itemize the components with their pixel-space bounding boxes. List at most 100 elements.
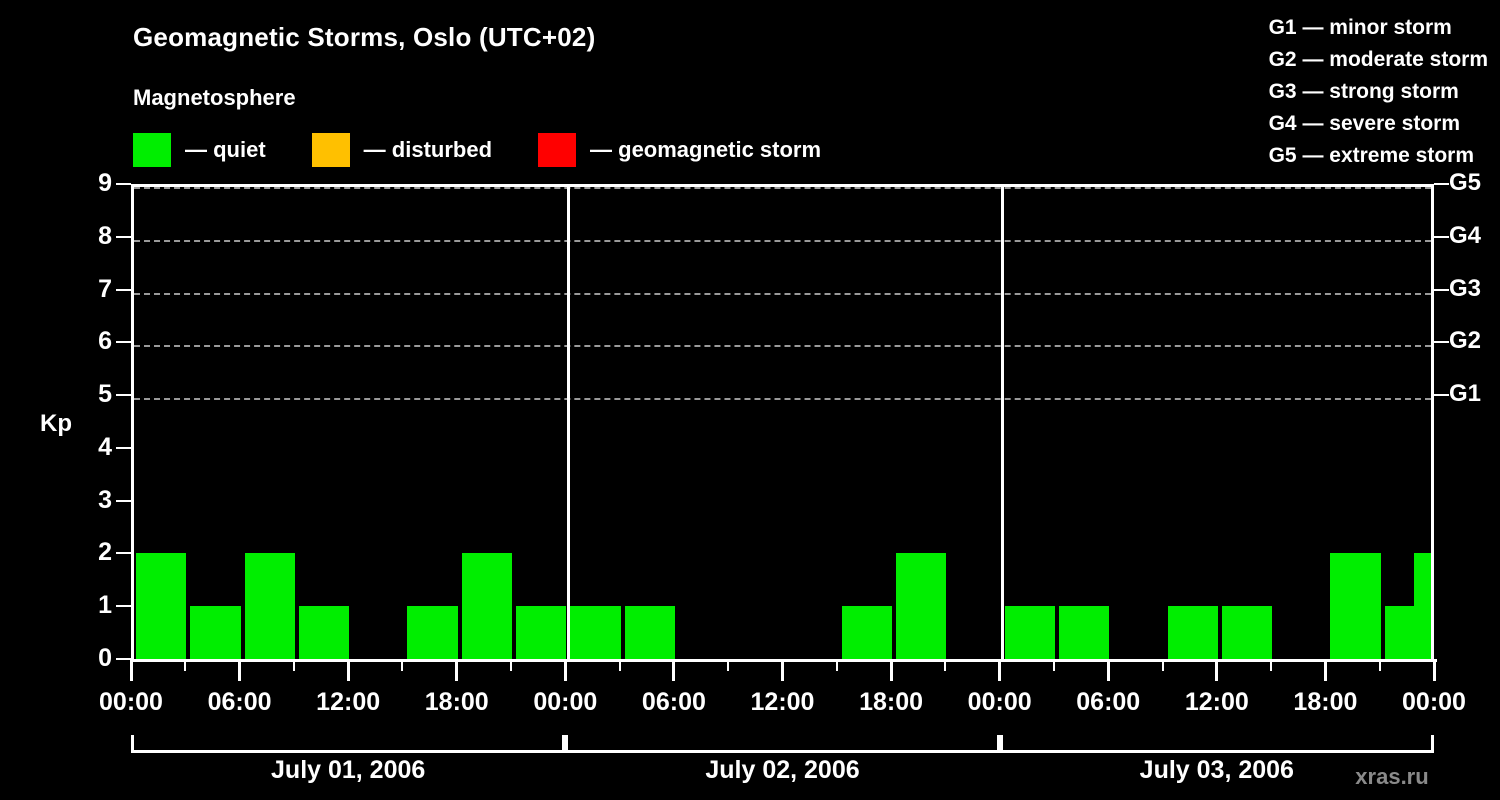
g-scale-line: G1 — minor storm (1268, 16, 1452, 39)
bar (298, 606, 350, 659)
x-axis-tick-minor (292, 659, 295, 671)
g-axis-tick (1434, 235, 1449, 238)
x-axis-label: 18:00 (1293, 688, 1358, 716)
day-divider (566, 187, 570, 659)
g-scale-line: G4 — severe storm (1268, 112, 1461, 135)
bar (570, 606, 621, 659)
page-title: Geomagnetic Storms, Oslo (UTC+02) (133, 22, 596, 52)
y-axis-tick (116, 446, 131, 449)
x-axis-tick-major (781, 659, 784, 681)
y-axis-label: 6 (98, 327, 112, 356)
x-axis-tick-minor (1270, 659, 1273, 671)
bar (190, 606, 241, 659)
gridline (134, 398, 1431, 401)
legend-spacer (492, 150, 538, 151)
legend-label: — quiet (185, 137, 266, 162)
g-axis-label: G1 (1449, 380, 1482, 408)
gridline (134, 187, 1431, 189)
y-axis-label: 4 (98, 432, 112, 461)
y-axis-label: 8 (98, 221, 112, 250)
x-axis-tick-minor (510, 659, 513, 671)
day-label: July 03, 2006 (1139, 756, 1294, 784)
bar (1004, 606, 1055, 659)
g-axis-tick (1434, 183, 1449, 185)
magnetosphere-section-label: Magnetosphere (133, 85, 296, 110)
watermark: xras.ru (1355, 764, 1429, 789)
g-axis-tick (1434, 394, 1449, 397)
x-axis-tick-major (1106, 659, 1110, 681)
bar (1058, 606, 1110, 659)
g-axis-label: G5 (1449, 169, 1482, 196)
y-axis-tick (116, 605, 131, 608)
y-axis-label: 2 (98, 538, 112, 567)
g-scale-line: G5 — extreme storm (1268, 144, 1475, 167)
legend-label: — disturbed (363, 137, 493, 162)
bar (1221, 606, 1273, 659)
y-axis-title: Kp (40, 410, 72, 437)
gridline (134, 239, 1431, 242)
x-axis-tick-major (129, 659, 133, 681)
x-axis-tick-minor (618, 659, 621, 671)
y-axis-tick (116, 235, 131, 238)
x-axis-tick-minor (944, 659, 947, 671)
y-axis-label: 5 (98, 380, 112, 409)
legend-swatch (311, 133, 350, 167)
day-bracket (131, 735, 566, 753)
bar (407, 606, 458, 659)
x-axis-tick-major (672, 659, 676, 681)
x-axis-label: 00:00 (967, 688, 1032, 716)
bar (516, 606, 567, 659)
bar (896, 553, 947, 659)
x-axis-tick-major (346, 659, 350, 681)
y-axis-label: 9 (98, 169, 112, 197)
legend: — quiet — disturbed — geomagnetic storm (133, 133, 821, 167)
g-axis-tick (1434, 341, 1449, 344)
x-axis-label: 00:00 (1402, 688, 1466, 716)
g-scale-line: G2 — moderate storm (1268, 48, 1488, 71)
y-axis-tick (116, 288, 131, 291)
x-axis-label: 00:00 (533, 688, 598, 716)
y-axis-tick (116, 552, 131, 555)
bar (1414, 553, 1431, 659)
y-axis-tick (116, 499, 131, 502)
x-axis-label: 12:00 (750, 688, 815, 716)
x-axis-label: 06:00 (1076, 688, 1141, 716)
g-axis-tick (1434, 288, 1449, 291)
y-axis-label: 3 (98, 485, 112, 514)
x-axis-tick-minor (1052, 659, 1055, 671)
x-axis-tick-major (998, 659, 1002, 681)
x-axis-tick-major (889, 659, 893, 681)
x-axis-tick-minor (727, 659, 730, 671)
x-axis-label: 00:00 (99, 688, 163, 716)
legend-item: — geomagnetic storm (538, 133, 821, 167)
x-axis-label: 12:00 (316, 688, 381, 716)
bar (624, 606, 675, 659)
y-axis-tick (116, 658, 131, 660)
g-scale-line: G3 — strong storm (1268, 80, 1459, 103)
day-divider (1001, 187, 1005, 659)
legend-spacer (266, 150, 312, 151)
x-axis-label: 12:00 (1184, 688, 1249, 716)
day-label: July 02, 2006 (705, 756, 860, 784)
x-axis-line (131, 659, 1437, 662)
g-axis-label: G2 (1449, 327, 1482, 355)
day-bracket (565, 735, 1000, 753)
day-label: July 01, 2006 (271, 756, 426, 784)
x-axis-tick-major (1432, 659, 1436, 681)
bar (244, 553, 295, 659)
x-axis-label: 06:00 (207, 688, 272, 716)
x-axis-tick-major (1215, 659, 1219, 681)
bar (841, 606, 893, 659)
legend-label: — geomagnetic storm (590, 137, 822, 162)
g-axis-label: G4 (1449, 221, 1482, 249)
gridline (134, 292, 1431, 295)
y-axis-label: 0 (98, 644, 112, 672)
y-axis-tick (116, 394, 131, 397)
legend-item: — quiet (133, 133, 266, 167)
x-axis-label: 06:00 (641, 688, 706, 716)
x-axis-tick-major (563, 659, 567, 681)
y-axis-tick (116, 341, 131, 344)
y-axis-label: 7 (98, 274, 112, 303)
bar (1330, 553, 1381, 659)
x-axis-tick-major (238, 659, 242, 681)
